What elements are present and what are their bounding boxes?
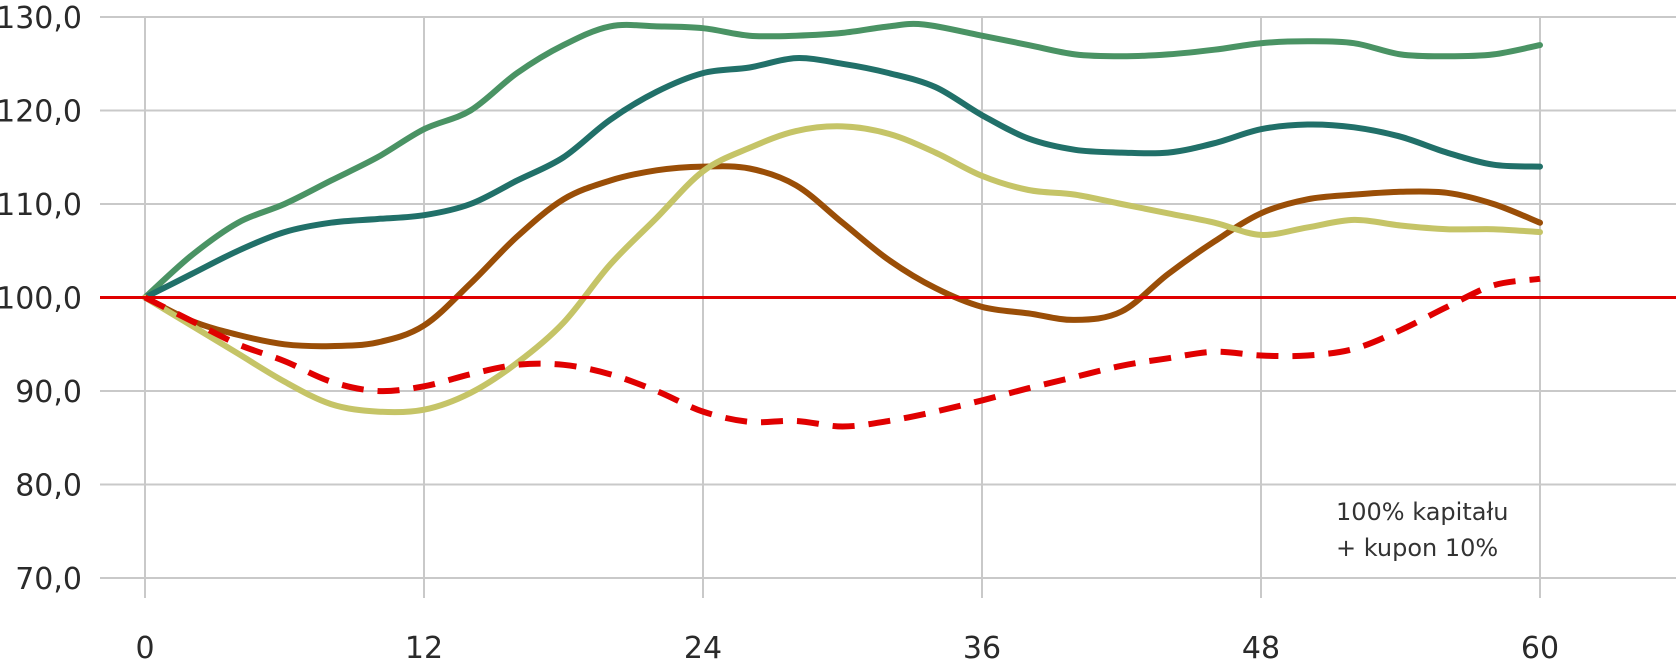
series-line-2 xyxy=(142,55,1543,301)
annotation-line-2: + kupon 10% xyxy=(1336,534,1498,562)
y-tick-label: 120,0 xyxy=(0,95,82,130)
annotation-line-1: 100% kapitału xyxy=(1336,498,1508,526)
x-tick-label: 0 xyxy=(135,631,154,659)
series-line-3 xyxy=(142,163,1543,350)
series-line-5 xyxy=(143,275,1541,430)
axis-layer: 70,0 80,0 90,0 100,0 110,0 120,0 130,0 0 12 24 36 4… xyxy=(0,1,1559,659)
series-line-4 xyxy=(142,123,1543,416)
annotation: 100% kapitału + kupon 10% xyxy=(1336,498,1508,562)
x-tick-label: 48 xyxy=(1242,631,1280,659)
x-tick-label: 60 xyxy=(1521,631,1559,659)
y-tick-label: 130,0 xyxy=(0,1,82,36)
x-tick-label: 12 xyxy=(405,631,443,659)
x-tick-label: 36 xyxy=(963,631,1001,659)
y-tick-label: 100,0 xyxy=(0,282,82,317)
y-tick-label: 80,0 xyxy=(15,469,82,504)
y-tick-label: 110,0 xyxy=(0,188,82,223)
x-tick-label: 24 xyxy=(684,631,722,659)
series-line-1 xyxy=(142,20,1543,301)
y-tick-label: 70,0 xyxy=(15,562,82,597)
y-tick-label: 90,0 xyxy=(15,375,82,410)
series-layer xyxy=(142,20,1543,430)
